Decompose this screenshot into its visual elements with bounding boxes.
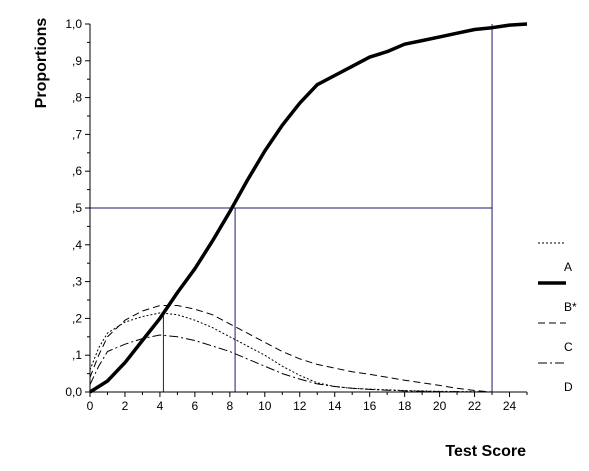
x-tick-label: 0 — [87, 399, 94, 413]
x-axis-title: Test Score — [445, 443, 526, 460]
series-line-c — [89, 305, 493, 393]
y-tick-label: ,8 — [72, 91, 82, 105]
x-tick-label: 6 — [192, 399, 199, 413]
x-tick-label: 8 — [226, 399, 233, 413]
series-line-d — [89, 334, 492, 393]
x-tick-label: 16 — [363, 399, 377, 413]
y-tick-label: ,4 — [72, 238, 82, 252]
x-tick-label: 14 — [328, 399, 342, 413]
legend-label: C — [564, 340, 573, 354]
y-tick-label: 1,0 — [65, 17, 82, 31]
x-tick-label: 22 — [468, 399, 482, 413]
x-tick-label: 24 — [503, 399, 517, 413]
ticks: 0,0,1,2,3,4,5,6,7,8,91,00 2 4 6 8 10 12 14 16 18 2… — [65, 17, 528, 413]
x-tick-label: 12 — [293, 399, 307, 413]
legend: A B* C D — [538, 242, 577, 394]
y-tick-label: ,1 — [72, 348, 82, 362]
legend-label: B* — [564, 300, 577, 314]
series-line-a — [89, 312, 493, 393]
x-tick-label: 20 — [433, 399, 447, 413]
y-tick-label: 0,0 — [65, 385, 82, 399]
y-tick-label: ,2 — [72, 311, 82, 325]
series-line-b — [89, 22, 528, 394]
series-lines — [89, 22, 528, 394]
y-tick-label: ,6 — [72, 164, 82, 178]
x-tick-label: 18 — [398, 399, 412, 413]
x-tick-label: 10 — [258, 399, 272, 413]
y-axis-title: Proportions — [33, 18, 50, 109]
y-tick-label: ,9 — [72, 54, 82, 68]
legend-label: D — [564, 380, 573, 394]
y-tick-label: ,7 — [72, 127, 82, 141]
y-tick-label: ,3 — [72, 275, 82, 289]
x-tick-label: 4 — [157, 399, 164, 413]
y-tick-label: ,5 — [72, 201, 82, 215]
x-tick-label: 2 — [122, 399, 129, 413]
legend-label: A — [564, 260, 572, 274]
reference-lines — [90, 24, 493, 392]
